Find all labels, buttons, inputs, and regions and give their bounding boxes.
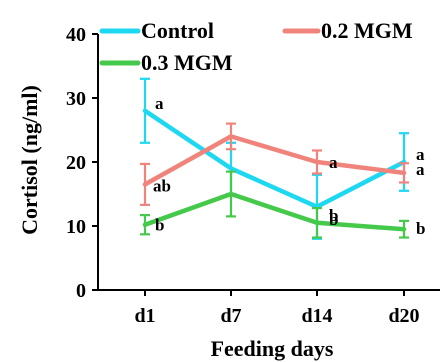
y-tick-label: 0 (76, 280, 86, 302)
significance-label: b (329, 206, 338, 225)
legend-item: Control (99, 18, 214, 43)
y-axis-title: Cortisol (ng/ml) (17, 85, 42, 235)
y-tick-label: 30 (66, 88, 86, 110)
series-control: aba (140, 77, 425, 240)
significance-label: b (329, 210, 338, 229)
x-axis-title: Feeding days (211, 336, 334, 361)
legend-label: 0.2 MGM (321, 18, 413, 43)
significance-label: a (329, 153, 338, 172)
legend-item: 0.2 MGM (282, 18, 413, 43)
significance-label: a (155, 94, 164, 113)
legend-item: 0.3 MGM (99, 50, 233, 75)
series-0-2-mgm: aba a (140, 122, 425, 206)
significance-label: ab (153, 176, 171, 195)
y-tick-label: 10 (66, 216, 86, 238)
tick-labels: 0 10 20 30 40 d1 d7 d14 d20 (66, 24, 420, 327)
series-line (142, 108, 407, 210)
series-line (142, 134, 407, 187)
significance-label: b (416, 219, 425, 238)
x-tick-label: d20 (388, 305, 419, 327)
legend-label: 0.3 MGM (141, 50, 233, 75)
significance-label: a (416, 160, 425, 179)
y-tick-label: 40 (66, 24, 86, 46)
x-tick-label: d7 (220, 305, 241, 327)
x-tick-label: d1 (134, 305, 155, 327)
legend-label: Control (141, 18, 214, 43)
axes (92, 33, 440, 296)
significance-label: b (155, 216, 164, 235)
legend: Control 0.2 MGM 0.3 MGM (99, 18, 413, 75)
y-tick-label: 20 (66, 152, 86, 174)
x-tick-label: d14 (301, 305, 332, 327)
series-line (142, 191, 407, 232)
significance-label: a (416, 145, 425, 164)
